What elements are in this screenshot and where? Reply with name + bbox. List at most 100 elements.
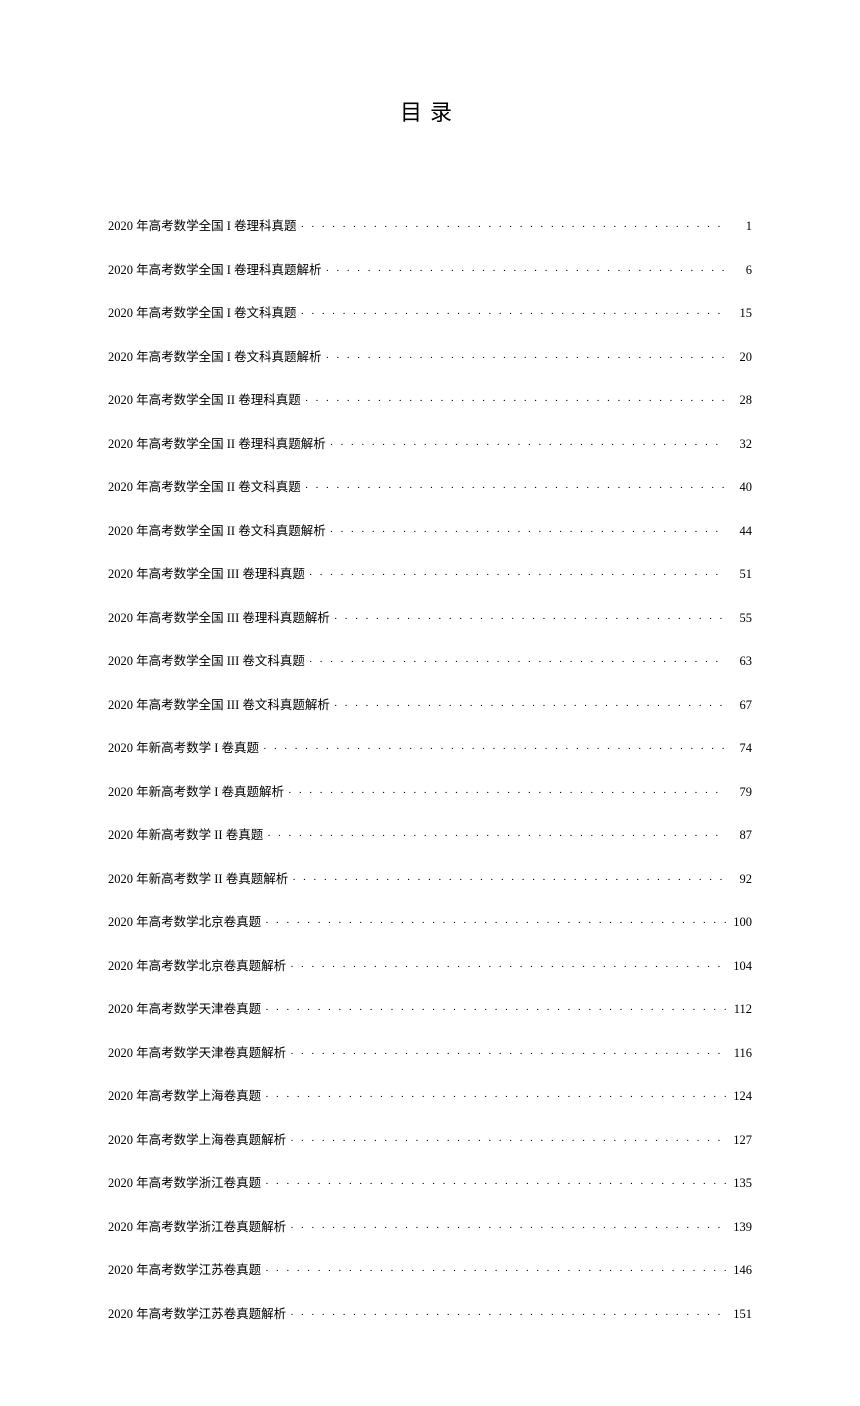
toc-entry: 2020 年高考数学上海卷真题解析 · · · · · · · · · · · ·… [108,1129,752,1148]
toc-dot-leader: · · · · · · · · · · · · · · · · · · · · … [267,830,726,842]
toc-entry-page: 79 [730,785,752,800]
toc-entry-label: 2020 年高考数学全国 I 卷理科真题解析 [108,259,322,278]
toc-entry-label: 2020 年高考数学上海卷真题 [108,1085,261,1104]
toc-entry: 2020 年高考数学全国 II 卷文科真题解析 · · · · · · · · ·… [108,520,752,539]
toc-dot-leader: · · · · · · · · · · · · · · · · · · · · … [290,1048,726,1060]
toc-entry-label: 2020 年新高考数学 II 卷真题解析 [108,868,288,887]
toc-dot-leader: · · · · · · · · · · · · · · · · · · · · … [334,700,726,712]
toc-entry: 2020 年高考数学全国 II 卷理科真题解析· · · · · · · · ·… [108,433,752,452]
toc-dot-leader: · · · · · · · · · · · · · · · · · · · · … [290,1222,726,1234]
toc-entry: 2020 年新高考数学 II 卷真题解析 · · · · · · · · · · … [108,868,752,887]
toc-entry: 2020 年高考数学全国 I 卷文科真题 · · · · · · · · · · … [108,302,752,321]
toc-entry-label: 2020 年高考数学全国 II 卷文科真题解析 [108,520,326,539]
toc-entry-page: 151 [730,1307,752,1322]
toc-entry-label: 2020 年高考数学上海卷真题解析 [108,1129,286,1148]
toc-entry-page: 15 [730,306,752,321]
toc-dot-leader: · · · · · · · · · · · · · · · · · · · · … [263,743,726,755]
toc-entry-page: 127 [730,1133,752,1148]
toc-entry-page: 116 [730,1046,752,1061]
toc-entry: 2020 年高考数学天津卷真题 · · · · · · · · · · · · ·… [108,998,752,1017]
toc-entry-label: 2020 年高考数学全国 II 卷理科真题 [108,389,301,408]
toc-entry-page: 6 [730,263,752,278]
toc-dot-leader: · · · · · · · · · · · · · · · · · · · · … [265,917,726,929]
toc-dot-leader: · · · · · · · · · · · · · · · · · · · · … [334,613,726,625]
toc-entry: 2020 年高考数学全国 I 卷文科真题解析 · · · · · · · · · … [108,346,752,365]
toc-title: 目录 [108,95,752,127]
toc-dot-leader: · · · · · · · · · · · · · · · · · · · · … [305,482,726,494]
toc-entry-page: 135 [730,1176,752,1191]
toc-entry-page: 44 [730,524,752,539]
toc-entry: 2020 年高考数学全国 II 卷理科真题· · · · · · · · · ·… [108,389,752,408]
toc-entry: 2020 年高考数学江苏卷真题解析· · · · · · · · · · · ·… [108,1303,752,1322]
toc-entry-page: 40 [730,480,752,495]
toc-dot-leader: · · · · · · · · · · · · · · · · · · · · … [290,1135,726,1147]
toc-entry-page: 124 [730,1089,752,1104]
toc-entry: 2020 年新高考数学 II 卷真题 · · · · · · · · · · · … [108,824,752,843]
toc-dot-leader: · · · · · · · · · · · · · · · · · · · · … [301,221,726,233]
toc-entry-page: 112 [730,1002,752,1017]
toc-entry: 2020 年高考数学全国 III 卷文科真题 · · · · · · · · · … [108,650,752,669]
toc-entry: 2020 年高考数学全国 I 卷理科真题 · · · · · · · · · · … [108,215,752,234]
toc-entry: 2020 年高考数学上海卷真题 · · · · · · · · · · · · ·… [108,1085,752,1104]
toc-dot-leader: · · · · · · · · · · · · · · · · · · · · … [265,1004,726,1016]
toc-entry-label: 2020 年新高考数学 I 卷真题解析 [108,781,284,800]
toc-entry: 2020 年新高考数学 I 卷真题 · · · · · · · · · · · ·… [108,737,752,756]
toc-entry: 2020 年高考数学江苏卷真题 · · · · · · · · · · · · ·… [108,1259,752,1278]
toc-dot-leader: · · · · · · · · · · · · · · · · · · · · … [290,961,726,973]
toc-entry-label: 2020 年新高考数学 I 卷真题 [108,737,259,756]
toc-dot-leader: · · · · · · · · · · · · · · · · · · · · … [309,656,726,668]
toc-entry-label: 2020 年高考数学全国 II 卷文科真题 [108,476,301,495]
toc-entry: 2020 年高考数学全国 I 卷理科真题解析 · · · · · · · · · … [108,259,752,278]
toc-dot-leader: · · · · · · · · · · · · · · · · · · · · … [290,1309,726,1321]
toc-entry-label: 2020 年高考数学全国 I 卷文科真题 [108,302,297,321]
toc-entry: 2020 年高考数学浙江卷真题 · · · · · · · · · · · · ·… [108,1172,752,1191]
toc-entry-page: 32 [730,437,752,452]
toc-entry: 2020 年高考数学浙江卷真题解析 · · · · · · · · · · · ·… [108,1216,752,1235]
toc-entry-page: 92 [730,872,752,887]
toc-dot-leader: · · · · · · · · · · · · · · · · · · · · … [301,308,726,320]
toc-dot-leader: · · · · · · · · · · · · · · · · · · · · … [309,569,726,581]
toc-entry: 2020 年高考数学全国 III 卷文科真题解析 · · · · · · · · … [108,694,752,713]
toc-entry: 2020 年高考数学全国 III 卷理科真题解析 · · · · · · · · … [108,607,752,626]
toc-entry: 2020 年新高考数学 I 卷真题解析 · · · · · · · · · · ·… [108,781,752,800]
toc-entry-label: 2020 年高考数学全国 III 卷文科真题 [108,650,305,669]
toc-entry-label: 2020 年高考数学江苏卷真题 [108,1259,261,1278]
toc-entry-label: 2020 年高考数学浙江卷真题 [108,1172,261,1191]
toc-entry-page: 20 [730,350,752,365]
toc-entry-label: 2020 年高考数学浙江卷真题解析 [108,1216,286,1235]
toc-entry-label: 2020 年高考数学天津卷真题解析 [108,1042,286,1061]
toc-entry-page: 1 [730,219,752,234]
toc-entry-label: 2020 年高考数学全国 III 卷理科真题解析 [108,607,330,626]
toc-entry-page: 55 [730,611,752,626]
toc-entry-page: 146 [730,1263,752,1278]
toc-entry-label: 2020 年高考数学北京卷真题 [108,911,261,930]
toc-entry-page: 28 [730,393,752,408]
toc-list: 2020 年高考数学全国 I 卷理科真题 · · · · · · · · · · … [108,215,752,1322]
toc-page: 目录 2020 年高考数学全国 I 卷理科真题 · · · · · · · · ·… [0,0,860,1406]
toc-entry-label: 2020 年高考数学全国 I 卷文科真题解析 [108,346,322,365]
toc-entry-page: 51 [730,567,752,582]
toc-entry: 2020 年高考数学全国 III 卷理科真题· · · · · · · · · … [108,563,752,582]
toc-entry-label: 2020 年高考数学全国 I 卷理科真题 [108,215,297,234]
toc-dot-leader: · · · · · · · · · · · · · · · · · · · · … [292,874,726,886]
toc-dot-leader: · · · · · · · · · · · · · · · · · · · · … [265,1091,726,1103]
toc-entry-page: 100 [730,915,752,930]
toc-entry-label: 2020 年新高考数学 II 卷真题 [108,824,263,843]
toc-dot-leader: · · · · · · · · · · · · · · · · · · · · … [326,352,726,364]
toc-dot-leader: · · · · · · · · · · · · · · · · · · · · … [330,439,726,451]
toc-entry-label: 2020 年高考数学天津卷真题 [108,998,261,1017]
toc-entry: 2020 年高考数学北京卷真题 · · · · · · · · · · · · ·… [108,911,752,930]
toc-entry-page: 67 [730,698,752,713]
toc-entry: 2020 年高考数学北京卷真题解析 · · · · · · · · · · · ·… [108,955,752,974]
toc-dot-leader: · · · · · · · · · · · · · · · · · · · · … [330,526,726,538]
toc-dot-leader: · · · · · · · · · · · · · · · · · · · · … [326,265,726,277]
toc-dot-leader: · · · · · · · · · · · · · · · · · · · · … [288,787,726,799]
toc-dot-leader: · · · · · · · · · · · · · · · · · · · · … [265,1178,726,1190]
toc-dot-leader: · · · · · · · · · · · · · · · · · · · · … [265,1265,726,1277]
toc-entry-page: 87 [730,828,752,843]
toc-entry-label: 2020 年高考数学全国 III 卷文科真题解析 [108,694,330,713]
toc-entry: 2020 年高考数学全国 II 卷文科真题 · · · · · · · · · ·… [108,476,752,495]
toc-entry-page: 139 [730,1220,752,1235]
toc-entry-page: 104 [730,959,752,974]
toc-entry-label: 2020 年高考数学北京卷真题解析 [108,955,286,974]
